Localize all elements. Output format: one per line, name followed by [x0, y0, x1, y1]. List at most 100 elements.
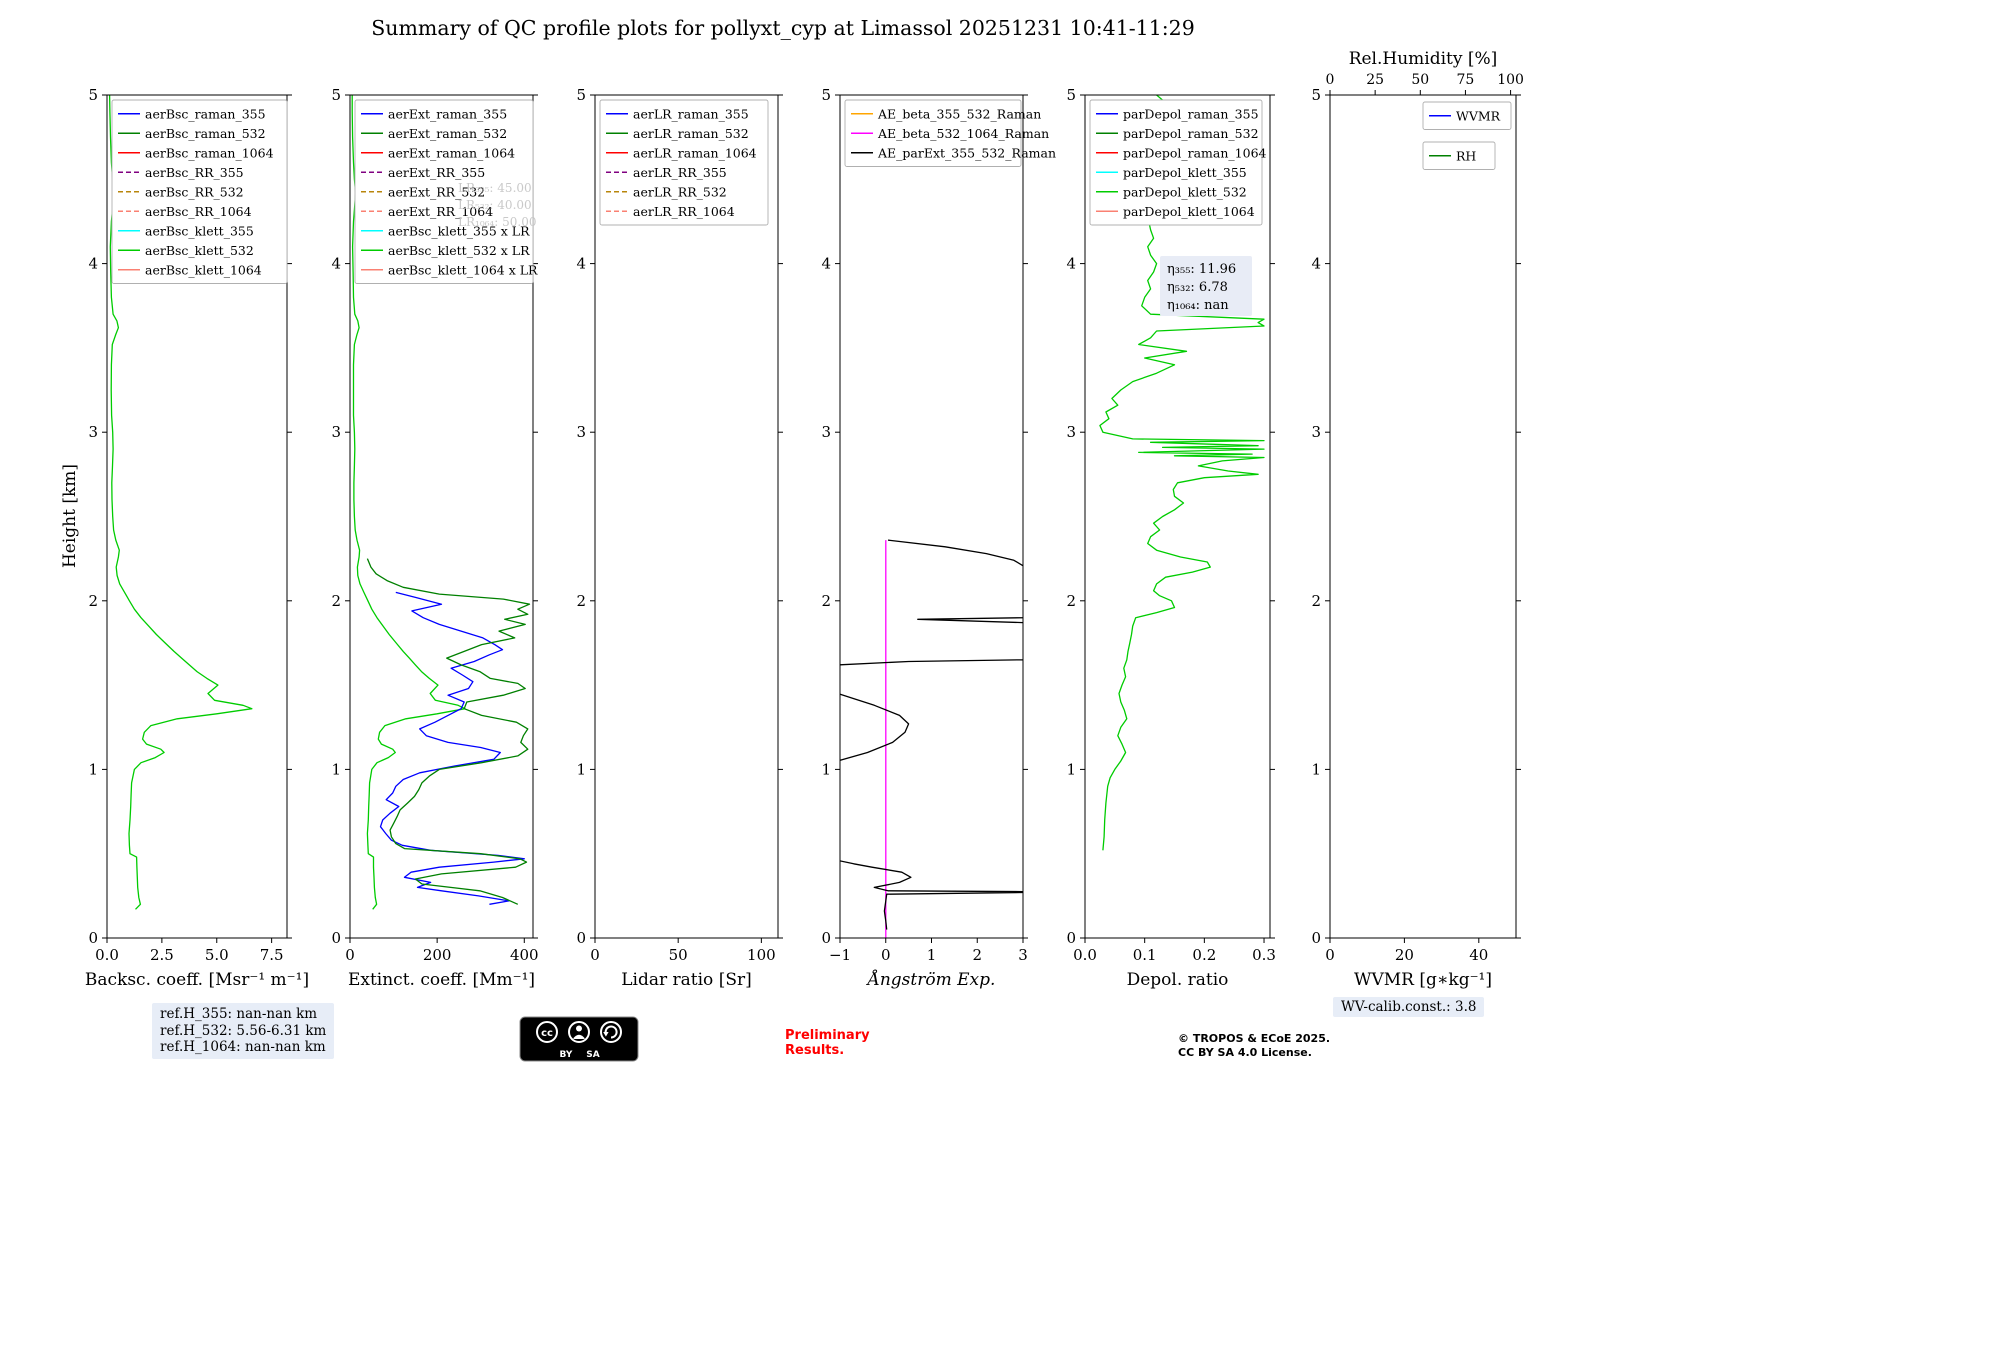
legend-box [354, 99, 534, 284]
copyright-line-1: © TROPOS & ECoE 2025. [1178, 1032, 1331, 1045]
legend-label: aerBsc_klett_532 [145, 243, 254, 258]
x-tick-label: 0.0 [95, 946, 119, 964]
x-axis-label: Lidar ratio [Sr] [621, 970, 751, 990]
cc-by-label: BY [560, 1050, 573, 1060]
share-alike-arrow-head [603, 1032, 609, 1037]
preliminary-results-note: Preliminary Results. [785, 1028, 870, 1058]
top-x-tick-label: 25 [1366, 72, 1384, 88]
y-tick-label: 5 [1311, 86, 1321, 104]
series-parDepol_klett_532 [1099, 95, 1265, 851]
y-tick-label: 2 [1066, 592, 1076, 610]
panel-depol-ratio: 0 1 2 3 4 5 0.0 0.1 0.2 0.3 Depol. ratio parDepol_r… [1066, 86, 1276, 990]
y-tick-label: 0 [1311, 929, 1321, 947]
axes-frame [1084, 94, 1271, 939]
x-tick-label: 100 [747, 946, 776, 964]
legend-label: parDepol_raman_532 [1123, 126, 1259, 141]
annotation-line: η₃₅₅: 11.96 [1167, 262, 1236, 277]
x-tick-label: 0 [881, 946, 891, 964]
annotation-line: η₅₃₂: 6.78 [1167, 280, 1228, 295]
legend-label: aerBsc_RR_355 [145, 165, 244, 180]
legend-label: aerLR_RR_355 [633, 165, 727, 180]
series-aerBsc_klett_532 [108, 95, 253, 910]
legend-label: aerBsc_klett_355 x LR [388, 223, 530, 238]
x-tick-label: 0 [1325, 946, 1335, 964]
copyright-line-2: CC BY SA 4.0 License. [1178, 1045, 1312, 1059]
x-tick-label: 0 [590, 946, 600, 964]
y-tick-label: 3 [576, 423, 586, 441]
y-tick-label: 2 [88, 592, 98, 610]
legend-label: aerExt_RR_1064 [388, 204, 493, 219]
share-alike-circle [600, 1021, 622, 1043]
legend-label: aerBsc_raman_532 [145, 126, 266, 141]
axes-frame [839, 94, 1024, 939]
y-tick-label: 4 [88, 255, 98, 273]
y-tick-label: 3 [1311, 423, 1321, 441]
x-tick-label: 0 [345, 946, 355, 964]
x-axis-label: Backsc. coeff. [Msr⁻¹ m⁻¹] [85, 970, 309, 990]
page-title: Summary of QC profile plots for pollyxt_… [371, 16, 1195, 40]
legend-label: aerExt_RR_532 [388, 184, 485, 199]
legend-label: aerLR_raman_355 [633, 106, 749, 121]
legend-label: aerExt_raman_1064 [388, 145, 515, 160]
y-tick-label: 4 [576, 255, 586, 273]
x-tick-label: 3 [1018, 946, 1028, 964]
legend-label: aerBsc_klett_1064 [145, 262, 262, 277]
legend-label: aerExt_RR_355 [388, 165, 485, 180]
series-group [840, 539, 1023, 938]
y-tick-label: 5 [821, 86, 831, 104]
cc-license-badge: cc BY SA [519, 1016, 639, 1062]
ref-h-355: ref.H_355: nan-nan km [160, 1006, 318, 1022]
cc-icon-circle [536, 1021, 558, 1043]
y-tick-label: 3 [331, 423, 341, 441]
preliminary-line-2: Results. [785, 1043, 845, 1058]
legend-label: parDepol_klett_355 [1123, 165, 1247, 180]
legend-label: parDepol_raman_1064 [1123, 145, 1267, 160]
top-x-tick-label: 0 [1326, 72, 1335, 88]
legend-label: parDepol_raman_355 [1123, 106, 1259, 121]
x-tick-label: 200 [423, 946, 452, 964]
y-tick-label: 2 [1311, 592, 1321, 610]
legend-label: aerLR_RR_532 [633, 184, 727, 199]
top-x-tick-label: 100 [1497, 72, 1524, 88]
y-tick-label: 1 [821, 760, 831, 778]
y-tick-label: 1 [1066, 760, 1076, 778]
series-AE_parExt_355_532_Raman [840, 539, 1023, 930]
panel-note: LR₁₀₆₄: 50.00 [458, 215, 536, 229]
y-tick-label: 0 [576, 929, 586, 947]
top-x-tick-label: 75 [1457, 72, 1475, 88]
cc-icon-text: cc [541, 1028, 553, 1039]
copyright-note: © TROPOS & ECoE 2025. CC BY SA 4.0 Licen… [1178, 1032, 1330, 1059]
x-tick-label: 400 [510, 946, 539, 964]
y-tick-label: 1 [331, 760, 341, 778]
x-tick-label: −1 [829, 946, 851, 964]
legend-label: WVMR [1456, 108, 1501, 123]
top-x-tick-label: 50 [1411, 72, 1429, 88]
legend-box [1422, 101, 1512, 130]
x-tick-label: 20 [1395, 946, 1414, 964]
x-axis-label: WVMR [g∗kg⁻¹] [1354, 970, 1492, 990]
panel-backscatter: 0 1 2 3 4 5 0.0 2.5 5.0 7.5 Backsc. coeff. [Msr⁻¹ … [85, 86, 309, 990]
cc-icon: cc [536, 1021, 558, 1043]
x-tick-label: 0.2 [1192, 946, 1216, 964]
y-tick-label: 4 [821, 255, 831, 273]
y-tick-label: 1 [576, 760, 586, 778]
legend-box [1422, 141, 1496, 170]
x-tick-label: 0.3 [1252, 946, 1276, 964]
legend-label: aerBsc_klett_532 x LR [388, 243, 530, 258]
annotation-line: η₁₀₆₄: nan [1167, 298, 1229, 313]
y-tick-label: 2 [331, 592, 341, 610]
legend-label: AE_beta_532_1064_Raman [877, 126, 1049, 141]
x-tick-label: 40 [1469, 946, 1488, 964]
series-aerExt_raman_355 [379, 591, 525, 905]
person-icon-body [573, 1034, 585, 1039]
top-axis-label: Rel.Humidity [%] [1349, 49, 1498, 69]
preliminary-line-1: Preliminary [785, 1028, 870, 1043]
x-tick-label: 1 [927, 946, 937, 964]
y-tick-label: 0 [1066, 929, 1076, 947]
x-tick-label: 2 [972, 946, 982, 964]
y-tick-label: 4 [1066, 255, 1076, 273]
